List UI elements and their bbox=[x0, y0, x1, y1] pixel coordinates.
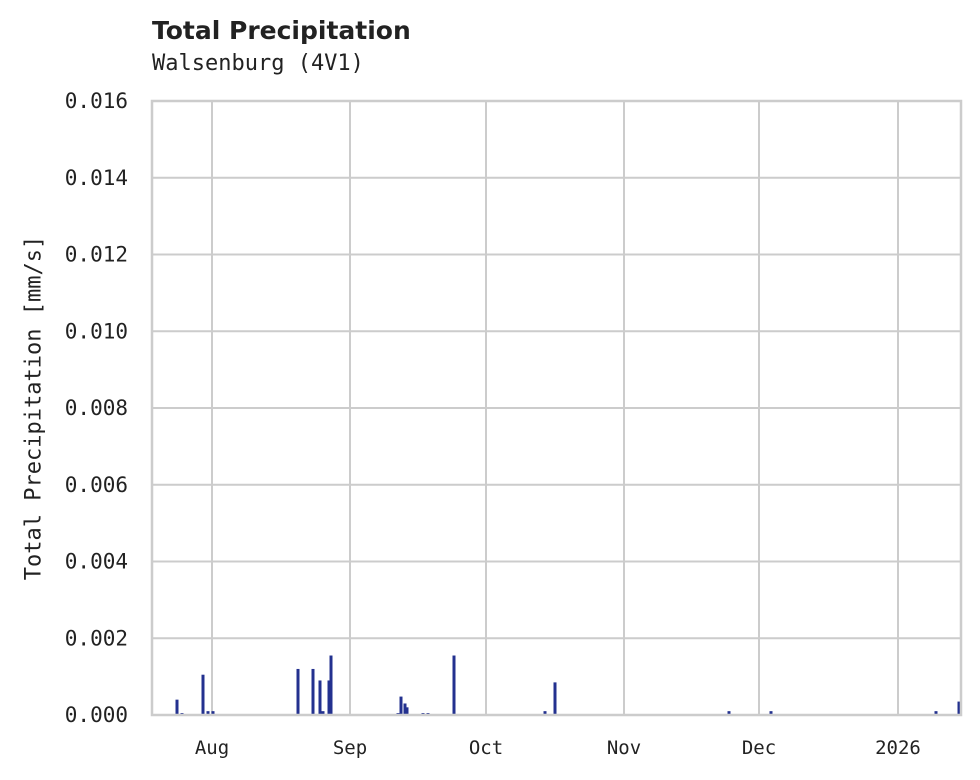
x-tick-label: 2026 bbox=[875, 737, 921, 759]
precip-bar bbox=[934, 711, 938, 715]
precip-bar bbox=[727, 711, 731, 715]
y-tick-label: 0.008 bbox=[65, 396, 128, 420]
precip-bar bbox=[311, 668, 315, 715]
x-tick-label: Dec bbox=[742, 737, 776, 759]
precip-bar bbox=[201, 674, 205, 715]
precip-bar bbox=[769, 711, 773, 715]
precip-bar bbox=[318, 680, 322, 715]
precip-bar bbox=[327, 680, 331, 715]
y-tick-label: 0.012 bbox=[65, 243, 128, 267]
precip-bar bbox=[296, 668, 300, 715]
y-tick-label: 0.000 bbox=[65, 703, 128, 727]
y-tick-label: 0.002 bbox=[65, 626, 128, 650]
x-tick-label: Aug bbox=[195, 737, 229, 759]
gridlines bbox=[152, 100, 961, 716]
precip-bar bbox=[405, 707, 409, 715]
precip-bar bbox=[206, 711, 210, 715]
precip-bar bbox=[329, 655, 333, 715]
y-tick-label: 0.004 bbox=[65, 550, 128, 574]
y-tick-label: 0.014 bbox=[65, 166, 128, 190]
bar-series bbox=[175, 655, 961, 715]
plot-frame bbox=[150, 99, 963, 717]
x-tick-label: Oct bbox=[469, 737, 503, 759]
precip-bar bbox=[452, 655, 456, 715]
chart-title: Total Precipitation bbox=[152, 16, 411, 45]
x-tick-label: Sep bbox=[333, 737, 367, 759]
y-axis-ticks: 0.000 0.002 0.004 0.006 0.008 0.010 0.012 0.014… bbox=[65, 89, 128, 727]
precip-bar bbox=[403, 703, 407, 715]
precip-bar bbox=[543, 711, 547, 715]
y-tick-label: 0.006 bbox=[65, 473, 128, 497]
x-tick-label: Nov bbox=[607, 737, 641, 759]
y-tick-label: 0.016 bbox=[65, 89, 128, 113]
precip-bar bbox=[553, 682, 557, 715]
x-axis-ticks: Aug Sep Oct Nov Dec 2026 bbox=[195, 737, 921, 759]
precip-bar bbox=[175, 699, 179, 715]
precip-bar bbox=[957, 701, 961, 715]
precip-bar bbox=[399, 696, 403, 715]
y-tick-label: 0.010 bbox=[65, 319, 128, 343]
precip-bar bbox=[321, 711, 325, 715]
chart-subtitle: Walsenburg (4V1) bbox=[152, 51, 364, 76]
precip-bar bbox=[211, 711, 215, 715]
